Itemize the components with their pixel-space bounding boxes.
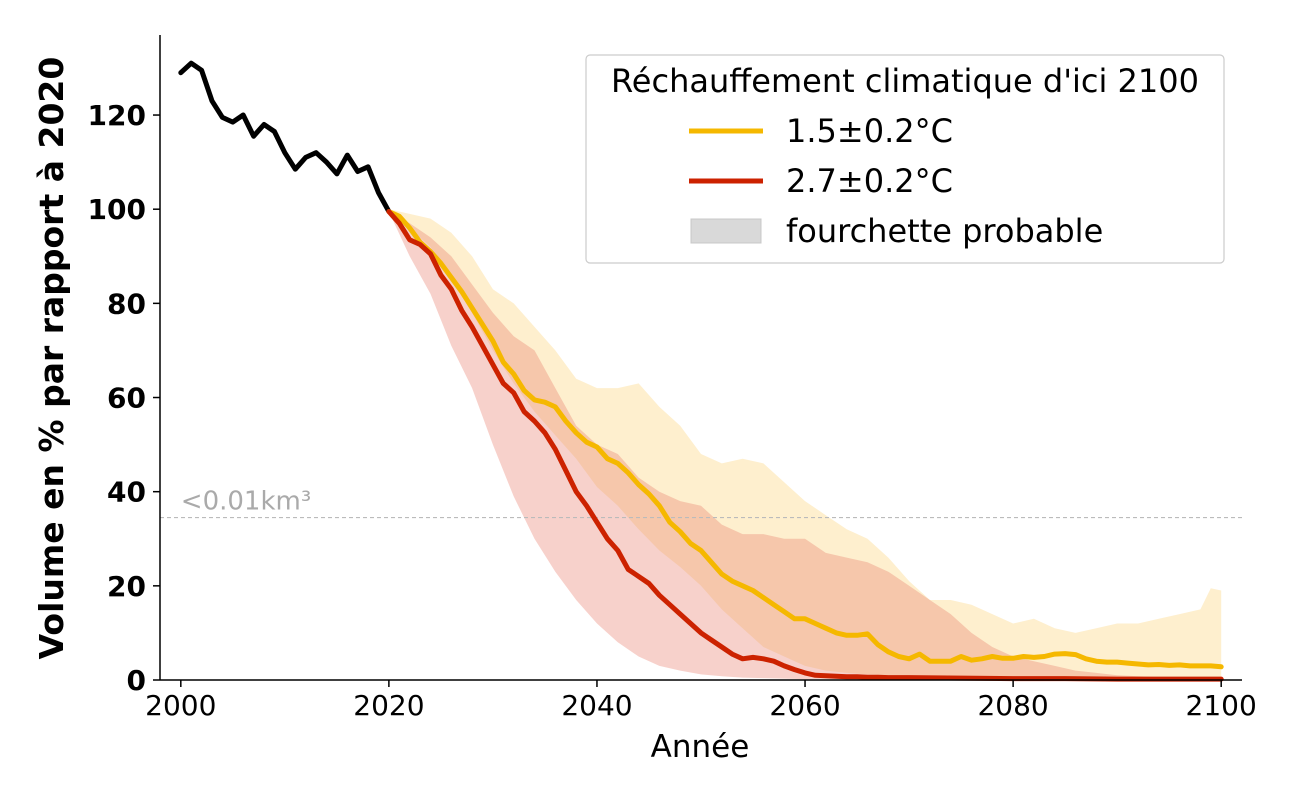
legend-label-range: fourchette probable [786, 212, 1103, 250]
y-tick-label: 40 [107, 476, 146, 509]
y-ticks: 0 20 40 60 80 100 120 [88, 99, 160, 697]
series-1-5-line [386, 209, 1224, 670]
x-tick-label: 2060 [769, 689, 840, 722]
y-tick-label: 0 [127, 664, 146, 697]
band-high [388, 211, 1222, 680]
y-axis-title: Volume en % par rapport à 2020 [32, 57, 71, 660]
reference-layer: <0.01km³ [160, 487, 1242, 519]
x-tick-label: 2020 [353, 689, 424, 722]
legend: Réchauffement climatique d'ici 2100 1.5±… [585, 54, 1225, 264]
legend-frame [585, 54, 1225, 264]
x-tick-label: 2100 [1186, 689, 1257, 722]
band-low [388, 209, 1222, 679]
y-tick-label: 80 [107, 287, 146, 320]
y-tick-label: 120 [88, 99, 146, 132]
x-axis-title: Année [651, 729, 750, 765]
y-tick-label: 20 [107, 570, 146, 603]
legend-label-2-7: 2.7±0.2°C [786, 162, 953, 200]
lines-layer [178, 60, 1224, 682]
x-tick-label: 2080 [977, 689, 1048, 722]
y-tick-label: 100 [88, 193, 146, 226]
series-historical-line [178, 60, 392, 215]
legend-label-1-5: 1.5±0.2°C [786, 112, 953, 150]
x-tick-label: 2040 [561, 689, 632, 722]
legend-title: Réchauffement climatique d'ici 2100 [611, 62, 1199, 100]
bands-layer [388, 209, 1222, 680]
reference-label: <0.01km³ [181, 487, 311, 517]
x-ticks: 2000 2020 2040 2060 2080 2100 [145, 680, 1257, 722]
y-tick-label: 60 [107, 382, 146, 415]
x-tick-label: 2000 [145, 689, 216, 722]
legend-swatch-range [690, 218, 762, 244]
series-2-7-line [386, 209, 1224, 682]
